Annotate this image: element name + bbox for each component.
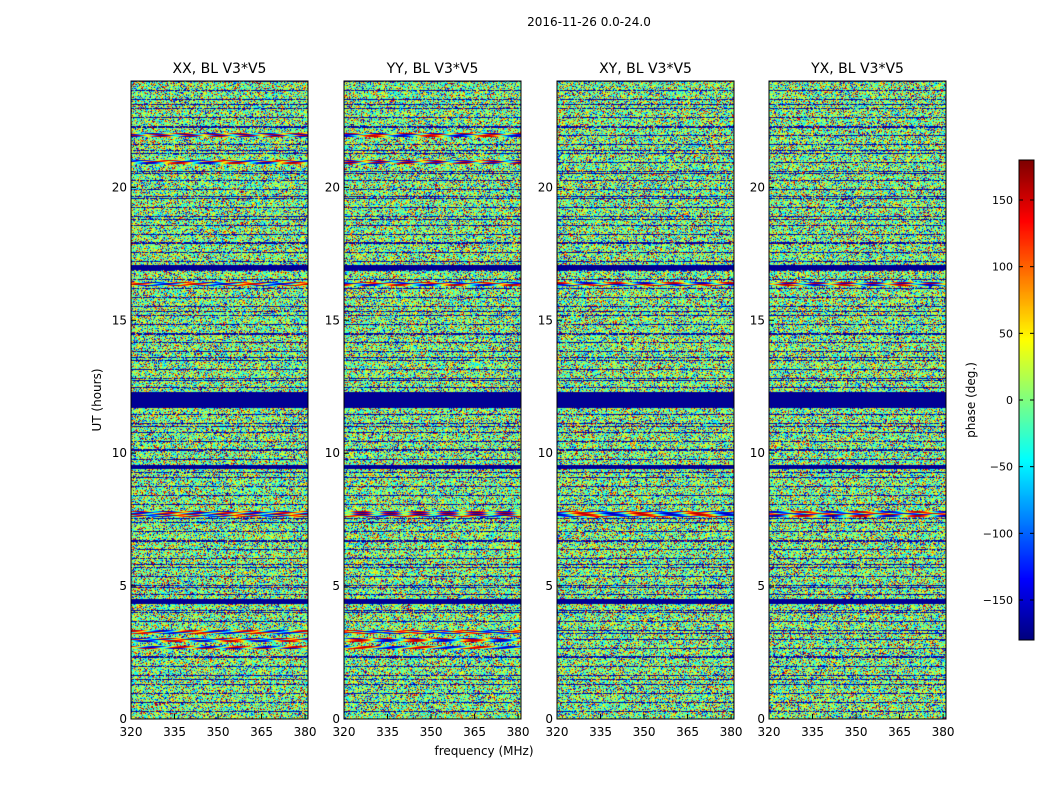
panel-frame (343, 80, 522, 720)
figure-suptitle: 2016-11-26 0.0-24.0 (527, 15, 651, 29)
x-tick-label: 320 (333, 725, 356, 739)
y-tick-label: 15 (538, 313, 553, 327)
colorbar: −150 −100 −50 0 50 100 150 phase (deg.) (964, 159, 1035, 641)
x-tick-label: 350 (420, 725, 443, 739)
x-tick-label: 365 (676, 725, 699, 739)
x-tick-label: 380 (932, 725, 955, 739)
panel-yx: YX, BL V3*V5 320 335 350 365 380 0 5 10 15 20 (750, 61, 955, 739)
y-tick-label: 5 (545, 579, 553, 593)
colorbar-tick-label: 150 (992, 194, 1013, 207)
phase-heatmap-yx (769, 81, 946, 719)
y-tick-label: 15 (750, 313, 765, 327)
colorbar-tick-label: −150 (983, 594, 1013, 607)
y-axis-label: UT (hours) (90, 368, 104, 431)
y-tick-label: 0 (545, 712, 553, 726)
colorbar-tick-label: −100 (983, 527, 1013, 540)
x-tick-label: 320 (120, 725, 143, 739)
x-tick-label: 335 (589, 725, 612, 739)
colorbar-tick-label: 50 (999, 327, 1013, 340)
y-tick-label: 0 (119, 712, 127, 726)
y-tick-label: 15 (325, 313, 340, 327)
x-tick-label: 350 (845, 725, 868, 739)
panel-xx: XX, BL V3*V5 320 335 350 365 380 0 5 10 15 20 (112, 61, 317, 739)
x-axis-label: frequency (MHz) (434, 744, 533, 758)
colorbar-tick-label: −50 (990, 461, 1013, 474)
colorbar-gradient (1019, 160, 1034, 640)
y-tick-label: 5 (119, 579, 127, 593)
y-tick-label: 20 (325, 180, 340, 194)
panel-title: XY, BL V3*V5 (599, 61, 692, 77)
phase-heatmap-xx (131, 81, 308, 719)
y-tick-label: 5 (332, 579, 340, 593)
panel-frame (130, 80, 309, 720)
x-tick-label: 365 (250, 725, 273, 739)
colorbar-tick-label: 0 (1006, 394, 1013, 407)
panel-title: YY, BL V3*V5 (386, 61, 479, 77)
x-tick-label: 365 (463, 725, 486, 739)
x-tick-label: 335 (376, 725, 399, 739)
y-tick-label: 15 (112, 313, 127, 327)
x-tick-label: 350 (633, 725, 656, 739)
x-tick-label: 335 (801, 725, 824, 739)
y-tick-label: 10 (538, 446, 553, 460)
x-tick-label: 320 (546, 725, 569, 739)
panel-yy: YY, BL V3*V5 320 335 350 365 380 0 5 10 15 20 (325, 61, 530, 739)
colorbar-ticks: −150 −100 −50 0 50 100 150 (983, 194, 1034, 607)
y-tick-label: 20 (112, 180, 127, 194)
y-tick-label: 10 (750, 446, 765, 460)
x-tick-label: 365 (888, 725, 911, 739)
y-tick-label: 10 (112, 446, 127, 460)
y-tick-label: 5 (757, 579, 765, 593)
y-tick-label: 0 (757, 712, 765, 726)
x-tick-label: 335 (163, 725, 186, 739)
panel-xy: XY, BL V3*V5 320 335 350 365 380 0 5 10 15 20 (538, 61, 743, 739)
panel-title: YX, BL V3*V5 (810, 61, 904, 77)
panel-frame (556, 80, 735, 720)
x-tick-label: 380 (294, 725, 317, 739)
y-tick-label: 10 (325, 446, 340, 460)
y-tick-label: 20 (538, 180, 553, 194)
panel-frame (768, 80, 947, 720)
colorbar-label: phase (deg.) (964, 362, 978, 438)
y-tick-label: 0 (332, 712, 340, 726)
x-tick-label: 380 (720, 725, 743, 739)
phase-heatmap-xy (557, 81, 734, 719)
x-tick-label: 320 (758, 725, 781, 739)
colorbar-tick-label: 100 (992, 261, 1013, 274)
y-tick-label: 20 (750, 180, 765, 194)
x-tick-label: 350 (207, 725, 230, 739)
panel-title: XX, BL V3*V5 (173, 61, 267, 77)
phase-heatmap-yy (344, 81, 521, 719)
x-tick-label: 380 (507, 725, 530, 739)
